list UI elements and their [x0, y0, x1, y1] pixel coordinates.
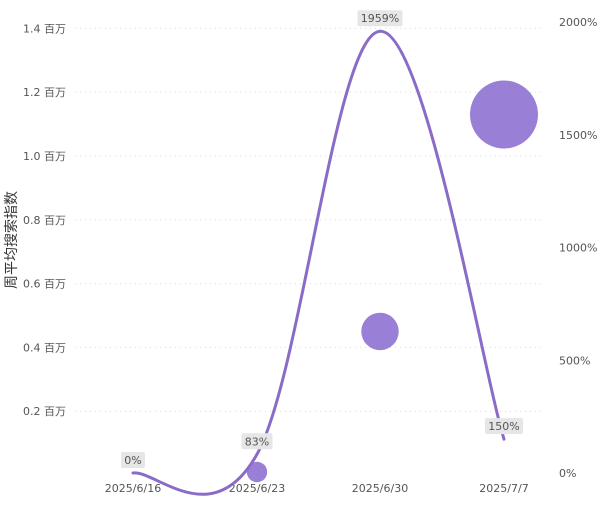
- y-axis-title: 周平均搜索指数: [3, 191, 20, 289]
- x-tick-label: 2025/7/7: [479, 482, 528, 495]
- bubble: [470, 80, 538, 149]
- x-tick-label: 2025/6/30: [352, 482, 408, 495]
- left-tick-label: 1.0 百万: [23, 150, 66, 163]
- growth-line: [131, 29, 506, 496]
- left-tick-label: 1.2 百万: [23, 86, 66, 99]
- point-label: 0%: [124, 454, 141, 467]
- left-tick-label: 0.4 百万: [23, 341, 66, 354]
- right-tick-label: 500%: [559, 354, 590, 367]
- x-axis: 2025/6/16 2025/6/23 2025/6/30 2025/7/7: [105, 482, 529, 495]
- bubble: [246, 461, 268, 483]
- left-tick-label: 0.8 百万: [23, 214, 66, 227]
- gridlines: [75, 27, 545, 412]
- right-tick-label: 1000%: [559, 242, 597, 255]
- point-label-bg: [357, 10, 403, 27]
- bubble: [361, 312, 399, 351]
- point-labels: 0% 83% 1959% 150%: [121, 10, 523, 468]
- x-tick-label: 2025/6/16: [105, 482, 161, 495]
- point-label: 1959%: [361, 12, 399, 25]
- right-tick-label: 1500%: [559, 129, 597, 142]
- point-label: 150%: [488, 420, 519, 433]
- right-axis: 0% 500% 1000% 1500% 2000%: [559, 16, 597, 480]
- left-tick-label: 0.6 百万: [23, 278, 66, 291]
- right-tick-label: 2000%: [559, 16, 597, 29]
- point-label: 83%: [245, 435, 269, 448]
- x-tick-label: 2025/6/23: [229, 482, 285, 495]
- left-tick-label: 0.2 百万: [23, 405, 66, 418]
- bubble-series: [246, 80, 538, 483]
- point-label-bg: [485, 418, 523, 435]
- right-tick-label: 0%: [559, 467, 576, 480]
- left-axis: 0.2 百万 0.4 百万 0.6 百万 0.8 百万 1.0 百万 1.2 百万 1.4 …: [23, 22, 66, 418]
- point-label-bg: [241, 433, 273, 450]
- left-tick-label: 1.4 百万: [23, 22, 66, 35]
- point-label-bg: [121, 452, 145, 468]
